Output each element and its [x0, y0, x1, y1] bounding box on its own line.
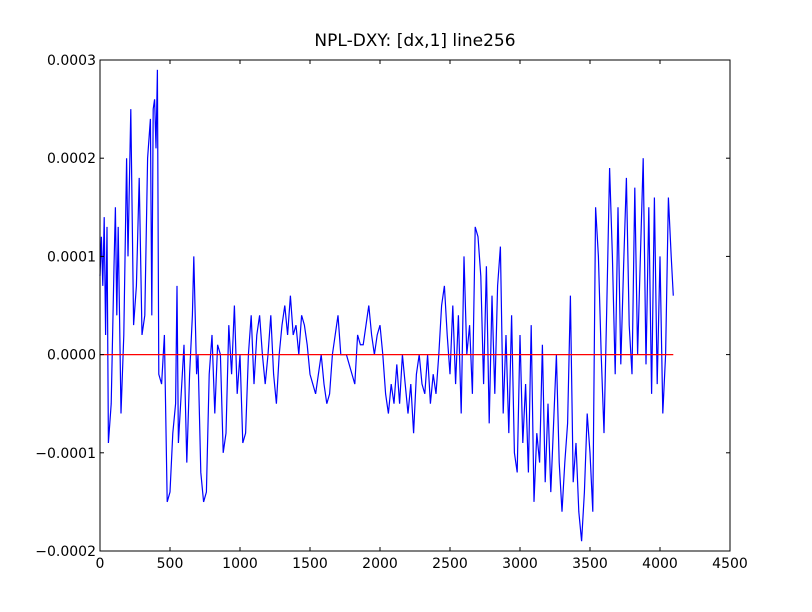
y-tick-label: 0.0003 — [47, 53, 96, 69]
y-tick-label: 0.0002 — [47, 151, 96, 167]
x-tick-label: 3000 — [502, 556, 538, 572]
plot-frame — [99, 59, 731, 552]
x-tick-label: 2000 — [362, 556, 398, 572]
y-tick-label: 0.0001 — [47, 249, 96, 265]
x-tick-label: 1000 — [222, 556, 258, 572]
x-tick-label: 1500 — [292, 556, 328, 572]
y-tick-label: −0.0001 — [35, 446, 96, 462]
x-tick-label: 0 — [96, 556, 105, 572]
x-tick-label: 500 — [157, 556, 184, 572]
x-tick-label: 4500 — [712, 556, 748, 572]
x-tick-label: 4000 — [642, 556, 678, 572]
chart-title: NPL-DXY: [dx,1] line256 — [314, 31, 515, 51]
data-line — [99, 69, 674, 542]
x-tick-label: 3500 — [572, 556, 608, 572]
y-tick-label: −0.0002 — [35, 544, 96, 560]
x-tick-label: 2500 — [432, 556, 468, 572]
y-tick-label: 0.0000 — [47, 348, 96, 364]
